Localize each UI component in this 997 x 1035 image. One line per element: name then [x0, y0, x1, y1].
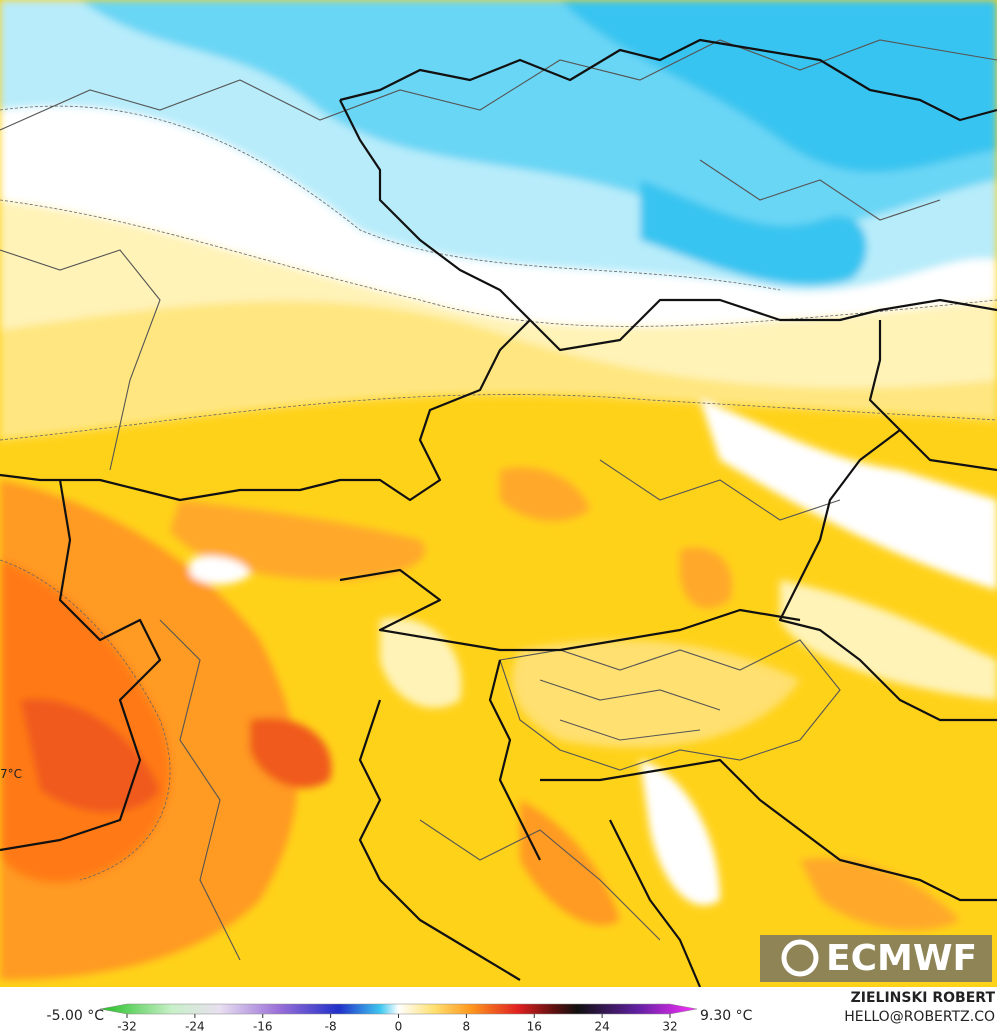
colorbar-tick-label: -32 [117, 1020, 137, 1034]
colorbar-min-label: -5.00 °C [47, 1008, 105, 1024]
logo-icon [781, 939, 819, 977]
region-borders [0, 39, 997, 961]
colorbar-tick-label: 32 [662, 1020, 677, 1034]
colorbar-tick-label: -24 [185, 1020, 205, 1034]
colorbar-max-label: 9.30 °C [700, 1008, 753, 1024]
map: 7°C ECMWF [0, 0, 997, 987]
colorbar-tick-label: 16 [527, 1020, 542, 1034]
colorbar-bar [99, 1003, 698, 1015]
credit-email: HELLO@ROBERTZ.CO [844, 1009, 995, 1025]
country-borders [0, 38, 997, 987]
credit-name: ZIELINSKI ROBERT [851, 990, 996, 1006]
colorbar-tick-label: 0 [395, 1020, 403, 1034]
colorbar-tick-label: -16 [253, 1020, 273, 1034]
logo-text: ECMWF [826, 938, 977, 979]
contours [0, 105, 997, 881]
colorbar-tick-label: 8 [463, 1020, 471, 1034]
colorbar-tick-label: 24 [594, 1020, 609, 1034]
inset-label: 7°C [0, 767, 22, 781]
colorbar-tick-label: -8 [325, 1020, 337, 1034]
colorbar: -5.00 °C 9.30 °C -32 -24 -16 -8 0 8 16 24 32 [47, 1003, 753, 1034]
